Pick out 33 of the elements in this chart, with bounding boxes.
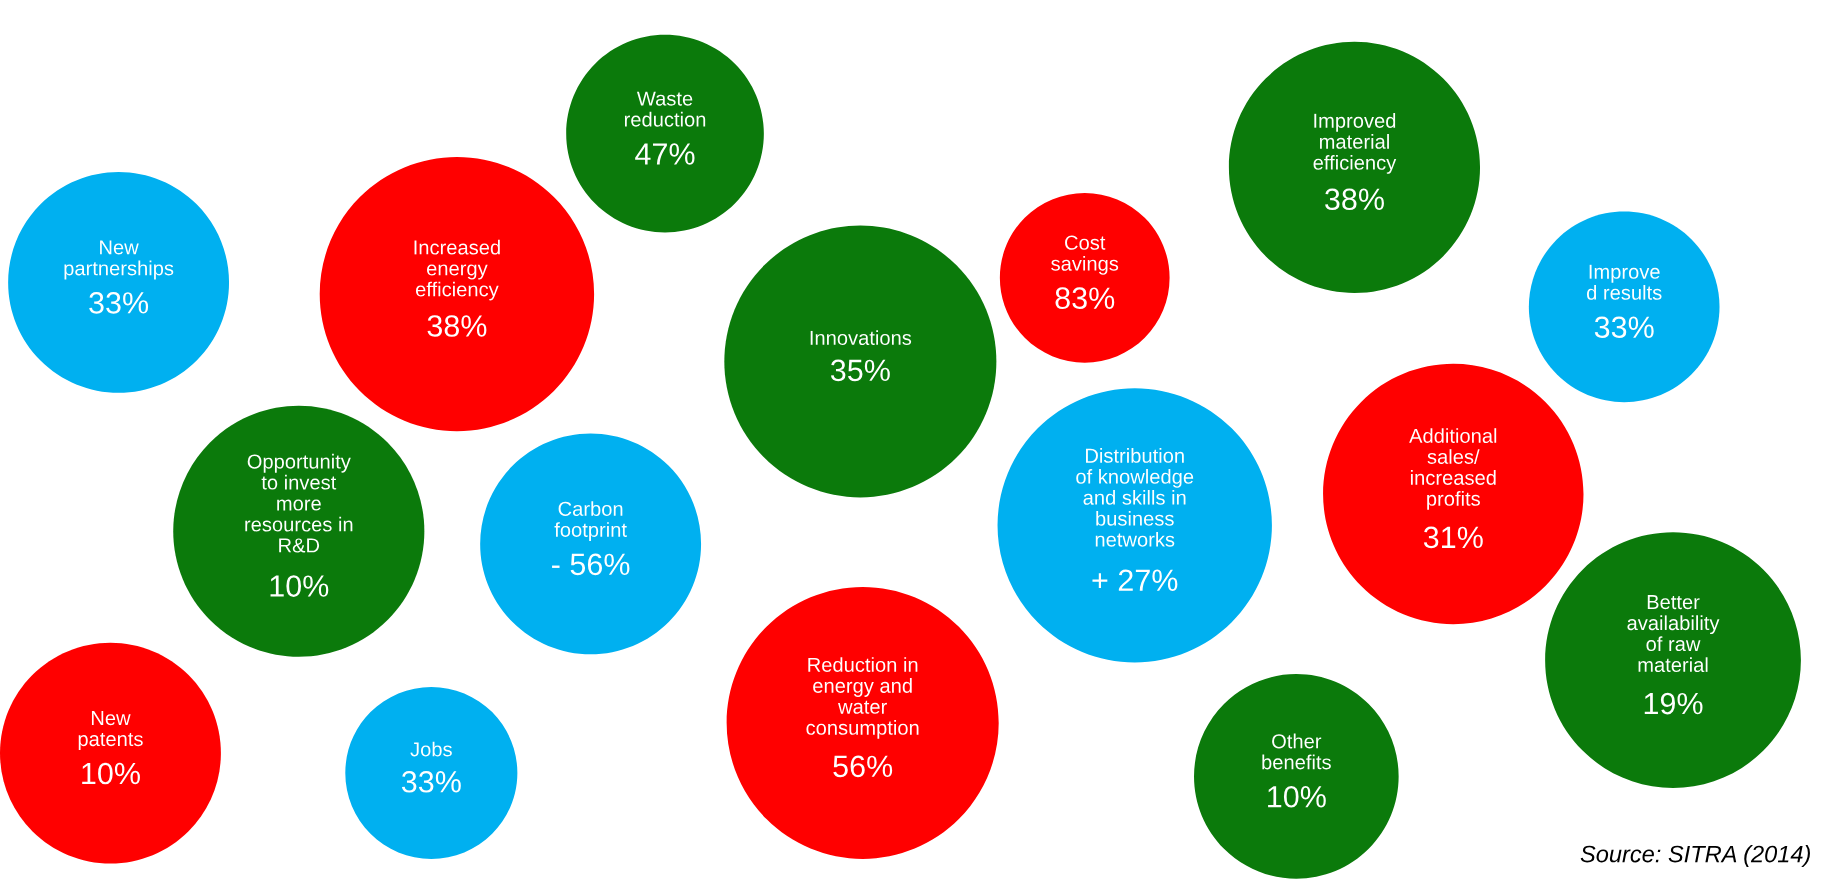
category-label: Improved material efficiency	[1313, 113, 1397, 174]
category-label: Waste reduction	[624, 91, 706, 127]
category-label: Improve d results	[1586, 264, 1662, 300]
category-label: Additional sales/ increased profits	[1409, 428, 1497, 510]
data-label: 10%	[82, 762, 140, 785]
data-label: 31%	[1423, 526, 1483, 549]
data-label: 10%	[1268, 785, 1326, 808]
category-label: Reduction in energy and water consumption	[806, 657, 919, 739]
data-label: 56%	[833, 755, 893, 778]
source-note: Source: SITRA (2014)	[1580, 845, 1810, 868]
category-label: New patents	[78, 711, 143, 751]
category-label: Innovations	[810, 330, 912, 345]
data-label: 19%	[1644, 692, 1703, 715]
category-label: Jobs	[410, 741, 452, 757]
data-label: 33%	[401, 770, 461, 793]
category-label: Carbon footprint	[554, 501, 627, 541]
category-label: Cost savings	[1051, 235, 1119, 275]
category-label: Opportunity to invest more resources in R&D	[245, 453, 353, 553]
data-label: 33%	[89, 292, 149, 314]
data-label: 83%	[1055, 287, 1115, 309]
data-label: 10%	[270, 575, 329, 597]
data-label: - 56%	[552, 553, 630, 576]
data-label: 47%	[635, 143, 695, 165]
data-label: + 27%	[1092, 569, 1178, 591]
category-label: New partnerships	[64, 240, 174, 280]
category-label: Distribution of knowledge and skills in business networks	[1076, 448, 1194, 547]
category-label: Other benefits	[1262, 733, 1331, 770]
data-label: 33%	[1594, 316, 1654, 339]
data-label: 38%	[427, 315, 487, 337]
category-label: Better availability of raw material	[1627, 595, 1720, 673]
data-label: 38%	[1325, 188, 1384, 211]
data-label: 35%	[830, 359, 890, 382]
category-label: Increased energy efficiency	[414, 239, 500, 301]
